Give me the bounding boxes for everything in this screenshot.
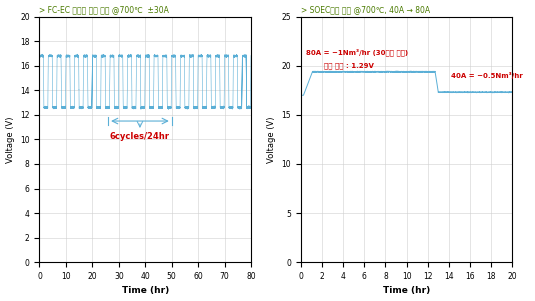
Y-axis label: Voltage (V): Voltage (V): [5, 116, 14, 163]
Text: 80A = ~1Nm³/hr (30적층 기준): 80A = ~1Nm³/hr (30적층 기준): [306, 48, 408, 56]
Text: 40A = ~0.5Nm³/hr: 40A = ~0.5Nm³/hr: [451, 72, 523, 79]
X-axis label: Time (hr): Time (hr): [383, 287, 430, 296]
Text: 6cycles/24hr: 6cycles/24hr: [110, 132, 170, 141]
Y-axis label: Voltage (V): Voltage (V): [267, 116, 276, 163]
Text: > FC-EC 사이클 모드 평가 @700℃  ±30A: > FC-EC 사이클 모드 평가 @700℃ ±30A: [40, 5, 170, 14]
X-axis label: Time (hr): Time (hr): [121, 287, 169, 296]
Text: > SOEC모드 평가 @700℃, 40A → 80A: > SOEC모드 평가 @700℃, 40A → 80A: [301, 5, 430, 14]
Text: 평균 전압 : 1.29V: 평균 전압 : 1.29V: [324, 63, 374, 70]
